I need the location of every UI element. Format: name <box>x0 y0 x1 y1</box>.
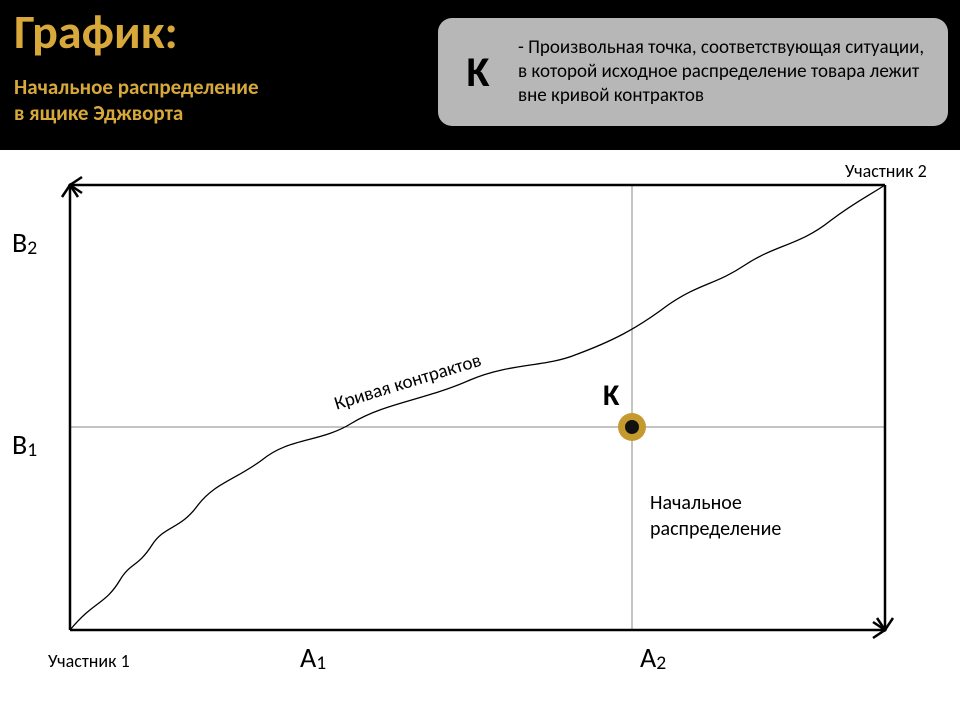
legend-symbol: K <box>438 47 518 98</box>
edgeworth-chart: B2 B1 A1 A2 Участник 1 Участник 2 Кривая… <box>0 155 960 720</box>
legend-box: K - Произвольная точка, соответствующая … <box>438 18 948 126</box>
legend-text: - Произвольная точка, соответствующая си… <box>518 36 948 107</box>
label-B1: B1 <box>12 427 37 462</box>
label-A2: A2 <box>640 640 666 675</box>
slide-title: График: <box>14 2 178 61</box>
label-point-k: K <box>603 377 619 414</box>
label-A1: A1 <box>300 640 326 675</box>
slide-subtitle: Начальное распределениев ящике Эджворта <box>14 74 259 127</box>
label-participant-2: Участник 2 <box>845 160 927 182</box>
label-participant-1: Участник 1 <box>48 650 130 672</box>
slide-header: График: Начальное распределениев ящике Э… <box>0 0 960 150</box>
label-B2: B2 <box>12 225 37 260</box>
contract-curve <box>70 185 885 630</box>
chart-svg <box>0 155 960 720</box>
label-initial-allocation: Начальноераспределение <box>650 490 781 542</box>
point-k-inner <box>625 420 639 434</box>
